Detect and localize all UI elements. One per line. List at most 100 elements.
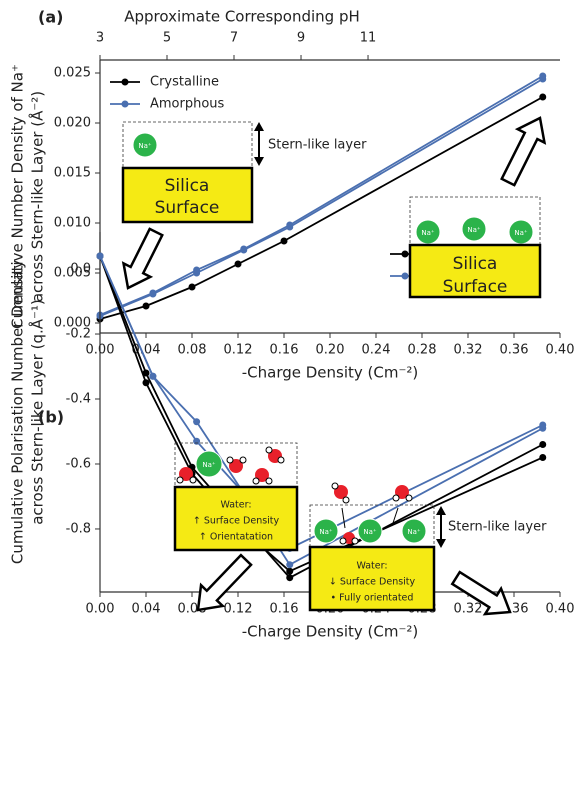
marker [539, 424, 547, 432]
ion-label: Na⁺ [514, 229, 528, 237]
x2-tick-label: 5 [163, 31, 171, 46]
marker [539, 440, 547, 448]
marker [96, 252, 104, 260]
x-tick-label: 0.12 [224, 602, 253, 617]
x-tick-label: 0.04 [132, 602, 161, 617]
x-tick-label: 0.32 [454, 343, 483, 358]
marker [193, 437, 201, 445]
x-axis-label: -Charge Density (Cm⁻²) [242, 364, 419, 382]
legend-marker [121, 100, 129, 108]
series-line [99, 78, 544, 317]
info-text: ↑ Orientatation [199, 532, 273, 543]
marker [234, 260, 242, 268]
ion-label: Na⁺ [363, 528, 377, 536]
marker [539, 93, 547, 101]
series-line [99, 255, 544, 566]
ion-label: Na⁺ [421, 229, 435, 237]
marker [142, 379, 150, 387]
hollow-arrow [450, 570, 512, 616]
ion-label: Na⁺ [319, 528, 333, 536]
ion [357, 518, 383, 544]
ion [195, 450, 223, 478]
arrow-head [436, 539, 446, 548]
x-tick-label: 0.28 [408, 343, 437, 358]
marker [286, 223, 294, 231]
legend-marker [121, 78, 129, 86]
y-axis-label: across Stern-like Layer (Å⁻²) [28, 91, 47, 302]
legend-label: Crystalline [150, 75, 219, 90]
y-tick-label: 0.005 [54, 266, 91, 281]
panel-label: (b) [38, 408, 64, 427]
legend-marker [401, 250, 409, 258]
silica-label: Silica [453, 254, 498, 274]
y-tick-label: -0.4 [66, 392, 91, 407]
x-tick-label: 0.24 [362, 343, 391, 358]
marker [193, 418, 201, 426]
y-tick-label: -0.6 [66, 456, 91, 471]
silica-label: Silica [165, 176, 210, 196]
y-tick-label: 0.025 [54, 66, 91, 81]
marker [142, 369, 150, 377]
x-tick-label: 0.00 [86, 602, 115, 617]
ion-label: Na⁺ [202, 461, 216, 469]
y-tick-label: 0.000 [54, 316, 91, 331]
ion [401, 518, 427, 544]
ion-label: Na⁺ [467, 226, 481, 234]
hollow-arrow [121, 227, 164, 290]
marker [286, 574, 294, 582]
series-line [99, 75, 544, 316]
diagrams: Na⁺ Silica Surface Stern-like layer Na⁺ … [121, 116, 547, 616]
info-text: ↓ Surface Density [329, 577, 416, 588]
info-text: Water: [356, 561, 387, 572]
stern-label: Stern-like layer [268, 138, 367, 153]
marker [286, 561, 294, 569]
y-axis-label: Cumulative Number Density of Na⁺ [9, 64, 27, 329]
marker [188, 283, 196, 291]
x2-tick-label: 11 [360, 31, 377, 46]
y-tick-label: 0.010 [54, 216, 91, 231]
ion [461, 216, 487, 242]
arrow-head [436, 506, 446, 515]
marker [142, 302, 150, 310]
stern-label: Stern-like layer [448, 520, 547, 535]
x2-tick-label: 7 [230, 31, 238, 46]
arrow-head [254, 122, 264, 131]
y-tick-label: -0.2 [66, 327, 91, 342]
legend-marker [401, 272, 409, 280]
y-tick-label: -0.8 [66, 521, 91, 536]
y-tick-label: 0.015 [54, 166, 91, 181]
x-tick-label: 0.12 [224, 343, 253, 358]
marker [539, 75, 547, 83]
info-block [173, 485, 299, 552]
x-tick-label: 0.16 [270, 602, 299, 617]
marker [149, 290, 157, 298]
y-tick-label: 0.020 [54, 116, 91, 131]
silica-label: Surface [443, 277, 508, 297]
x2-tick-label: 9 [297, 31, 305, 46]
marker [149, 372, 157, 380]
stern-box [122, 121, 253, 169]
marker [286, 567, 294, 575]
info-text: Water: [220, 500, 251, 511]
silica-block [121, 166, 254, 224]
hollow-arrow [500, 116, 547, 187]
marker [539, 453, 547, 461]
ion [132, 132, 158, 158]
info-text: ↑ Surface Density [193, 516, 280, 527]
marker [193, 269, 201, 277]
x-tick-label: 0.40 [546, 343, 575, 358]
series-line [99, 96, 544, 320]
silica-block [408, 243, 542, 299]
x-tick-label: 0.32 [454, 602, 483, 617]
hollow-arrow [196, 553, 253, 612]
x2-tick-label: 3 [96, 31, 104, 46]
x-axis-label: -Charge Density (Cm⁻²) [242, 623, 419, 641]
ion-label: Na⁺ [138, 142, 152, 150]
x-tick-label: 0.16 [270, 343, 299, 358]
y-tick-label: 0.0 [70, 262, 91, 277]
info-block [308, 545, 436, 612]
y-axis-label: across Stern-like Layer (q.Å⁻¹) [28, 299, 47, 525]
silica-label: Surface [155, 198, 220, 218]
arrow-head [254, 157, 264, 166]
